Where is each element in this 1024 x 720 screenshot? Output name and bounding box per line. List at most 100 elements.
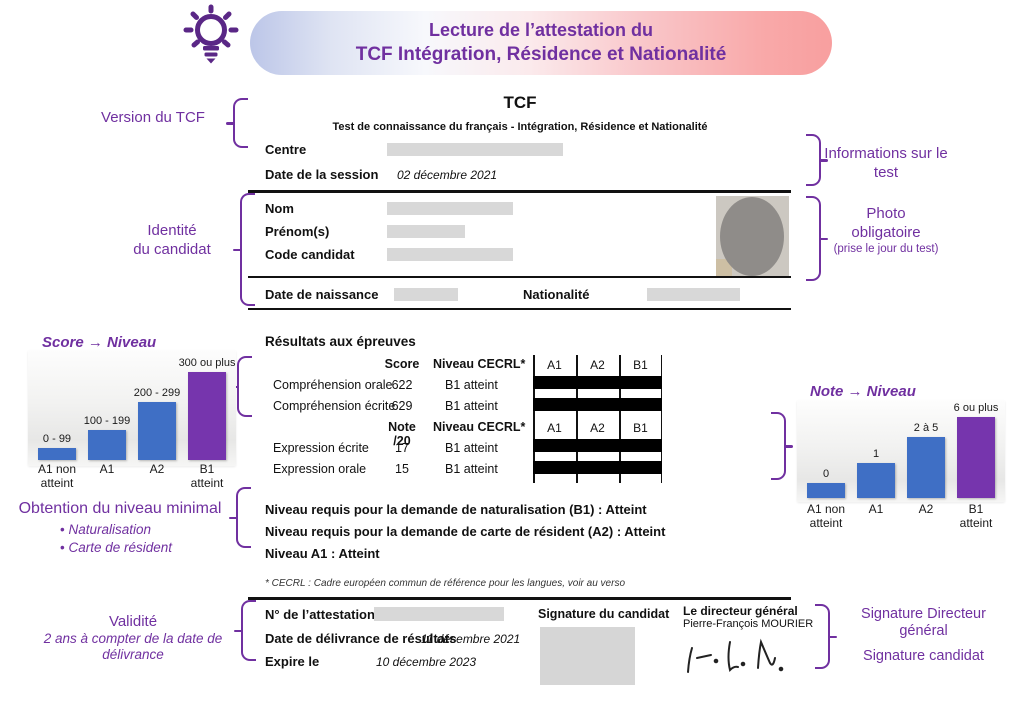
bar-category-label: A1 non atteint — [806, 502, 846, 530]
bar — [88, 430, 126, 460]
score-niveau-chart: 0 - 99 100 - 199 200 - 299 300 ou plus A1 n… — [28, 350, 236, 495]
score-col-header: Score — [384, 357, 420, 371]
dg-name: Pierre-François MOURIER — [683, 618, 814, 630]
label-sig-candidat: Signature candidat — [863, 648, 984, 664]
niveau-col-header: Niveau CECRL* — [433, 357, 526, 371]
chart-plot-area: 0 - 99 100 - 199 200 - 299 300 ou plus — [32, 352, 235, 460]
bar-value-label: 100 - 199 — [83, 415, 131, 427]
obtention-bullet-2: Carte de résident — [60, 539, 172, 556]
grid-level-a2: A2 — [590, 358, 605, 372]
epreuve-row-value: 629 — [391, 399, 413, 413]
epreuve-row-label: Compréhension écrite — [273, 399, 396, 413]
niveau-a1: Niveau A1 : Atteint — [265, 546, 380, 561]
label-sig-directeur: Signature Directeur général — [861, 606, 986, 639]
brace-score — [230, 356, 252, 417]
bar — [957, 417, 995, 498]
dg-label: Le directeur général — [683, 604, 798, 618]
result-bar-comprehension-ecrite — [533, 398, 662, 411]
brace-version — [226, 98, 248, 148]
grid-line — [660, 355, 662, 483]
bar-column: 300 ou plus — [179, 352, 235, 460]
header-title-line1: Lecture de l’attestation du — [428, 20, 654, 40]
delivrance-value: 11 décembre 2021 — [421, 632, 521, 646]
obtention-bullet-1: Naturalisation — [60, 521, 151, 538]
epreuve-row-value: 17 — [395, 441, 409, 455]
brace-obtention — [229, 487, 251, 548]
note-niveau-chart: 0 1 2 à 5 6 ou plus A1 non atteint A1 A2 B1 at… — [797, 400, 1005, 535]
cecrl-footnote: * CECRL : Cadre européen commun de référ… — [265, 578, 626, 589]
bar — [857, 463, 895, 498]
centre-value-redacted — [387, 143, 563, 156]
bar-value-label: 200 - 299 — [133, 387, 181, 399]
doc-title: TCF — [503, 93, 537, 112]
grid-line — [619, 355, 621, 483]
grid-level-a1: A1 — [547, 358, 562, 372]
bar-value-label: 0 — [822, 468, 830, 480]
note-chart-title: Note → Niveau — [810, 383, 916, 400]
result-bar-comprehension-orale — [533, 376, 662, 389]
niveau-naturalisation: Niveau requis pour la demande de natural… — [265, 502, 647, 517]
delivrance-label: Date de délivrance de résultats — [265, 631, 457, 646]
candidate-photo — [716, 196, 789, 277]
naissance-value-redacted — [394, 288, 458, 301]
brace-infos — [806, 134, 828, 186]
label-photo: Photo obligatoire (prise le jour du test… — [833, 205, 939, 255]
epreuve-row-label: Expression orale — [273, 462, 367, 476]
lightbulb-icon — [183, 4, 239, 64]
divider — [248, 276, 791, 278]
nom-label: Nom — [265, 201, 294, 216]
naissance-label: Date de naissance — [265, 287, 379, 302]
session-label: Date de la session — [265, 167, 379, 182]
level-grid: A1 A2 B1 A1 A2 B1 — [533, 355, 662, 483]
nom-value-redacted — [387, 202, 513, 215]
chart-category-labels: A1 non atteint A1 A2 B1 atteint — [801, 502, 1001, 530]
brace-signatures — [815, 604, 837, 669]
label-infos-test: Informations sur le test — [824, 145, 948, 181]
dg-signature — [687, 638, 784, 673]
label-identite: Identité du candidat — [133, 222, 211, 258]
expire-value: 10 décembre 2023 — [376, 655, 477, 669]
epreuve-row-niveau: B1 atteint — [445, 399, 498, 413]
attestation-value-redacted — [374, 607, 504, 621]
epreuve-row-niveau: B1 atteint — [445, 462, 498, 476]
niveau-col-header: Niveau CECRL* — [433, 420, 526, 434]
epreuve-row-value: 622 — [391, 378, 413, 392]
divider — [248, 190, 791, 193]
sig-candidat-header: Signature du candidat — [538, 607, 670, 621]
prenom-value-redacted — [387, 225, 465, 238]
session-value: 02 décembre 2021 — [397, 168, 498, 182]
bar-category-label: A2 — [149, 462, 165, 476]
blurred-face — [720, 197, 784, 276]
bar — [138, 402, 176, 460]
bar-column: 0 - 99 — [32, 352, 82, 460]
niveau-carte-resident: Niveau requis pour la demande de carte d… — [265, 524, 666, 539]
bar-category-label: A2 — [918, 502, 934, 516]
score-chart-title: Score → Niveau — [42, 334, 157, 351]
label-validite: Validité 2 ans à compter de la date de d… — [43, 613, 223, 662]
bar-column: 200 - 299 — [132, 352, 182, 460]
header-title-line2: TCF Intégration, Résidence et Nationalit… — [355, 44, 727, 65]
epreuve-row-label: Expression écrite — [273, 441, 369, 455]
bar-column: 2 à 5 — [901, 402, 951, 498]
doc-subtitle: Test de connaissance du français - Intég… — [332, 121, 708, 133]
brace-photo — [806, 196, 828, 281]
code-value-redacted — [387, 248, 513, 261]
bar — [188, 372, 226, 460]
bar-value-label: 1 — [872, 448, 880, 460]
label-version-tcf: Version du TCF — [101, 109, 205, 126]
bar-column: 100 - 199 — [82, 352, 132, 460]
bar-column: 0 — [801, 402, 851, 498]
epreuve-row-value: 15 — [395, 462, 409, 476]
bar — [807, 483, 845, 498]
bar-value-label: 300 ou plus — [178, 357, 236, 369]
code-label: Code candidat — [265, 247, 355, 262]
resultats-title: Résultats aux épreuves — [265, 334, 416, 349]
bar-category-label: B1 atteint — [190, 462, 224, 490]
header-banner: Lecture de l’attestation du TCF Intégrat… — [250, 11, 832, 75]
note-col-header: Note /20 — [388, 420, 416, 448]
grid-level-b1: B1 — [633, 421, 648, 435]
epreuve-row-niveau: B1 atteint — [445, 378, 498, 392]
grid-level-a1: A1 — [547, 421, 562, 435]
bar-category-label: A1 non atteint — [37, 462, 77, 490]
attestation-label: N° de l’attestation — [265, 607, 375, 622]
